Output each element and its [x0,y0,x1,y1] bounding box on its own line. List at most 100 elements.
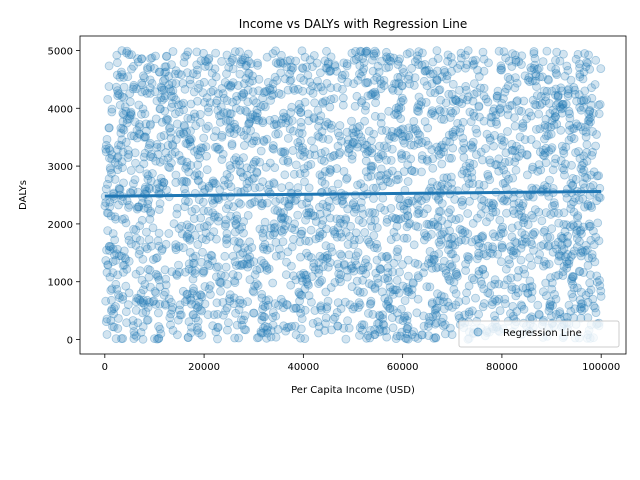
data-point [153,308,163,318]
data-point [495,104,505,113]
data-point [257,198,267,208]
data-point [562,239,572,248]
data-point [439,256,449,266]
data-point [245,199,255,209]
data-point [201,235,211,245]
data-point [148,223,158,233]
data-point [200,299,210,309]
data-point [416,196,426,206]
data-point [407,166,417,176]
data-point [474,269,484,279]
data-point [423,123,433,133]
data-point [185,247,195,257]
data-point [543,122,553,132]
data-point [180,184,189,194]
x-axis-label: Per Capita Income (USD) [291,385,415,396]
data-point [432,303,442,313]
data-point [206,250,216,260]
x-tick-label: 40000 [287,362,319,373]
data-point [113,91,123,101]
data-point [189,258,199,268]
data-point [243,210,253,220]
data-point [530,227,540,237]
data-point [585,278,595,288]
data-point [194,170,204,180]
data-point [566,252,576,261]
data-point [231,219,241,229]
data-point [235,260,244,270]
data-point [310,150,320,160]
data-point [275,57,285,66]
data-point [295,237,305,247]
data-point [154,322,164,331]
data-point [444,245,453,255]
data-point [440,320,450,330]
data-point [382,214,392,224]
data-point [584,114,594,124]
data-point [513,221,523,231]
data-point [345,231,355,241]
data-point [339,58,349,68]
data-point [561,252,570,262]
data-point [225,124,234,134]
data-point [145,152,155,162]
data-point [393,110,403,120]
data-point [109,322,119,332]
data-point [433,262,443,272]
data-point [277,183,287,193]
data-point [158,181,168,191]
data-point [329,225,338,235]
data-point [417,330,427,340]
data-point [222,96,232,105]
data-point [320,147,330,157]
data-point [503,127,512,136]
data-point [258,328,268,338]
data-point [391,213,400,223]
data-point [337,136,346,146]
data-point [384,169,393,178]
data-point [565,109,574,119]
data-point [154,183,164,193]
data-point [286,66,296,75]
data-point [269,219,279,229]
data-point [387,144,397,154]
data-point [366,325,376,335]
data-point [585,107,595,116]
data-point [102,330,112,339]
data-point [255,182,265,192]
data-point [498,140,508,150]
x-tick-label: 20000 [188,362,220,373]
data-point [396,114,406,124]
data-point [568,180,577,190]
data-point [373,273,382,283]
data-point [304,236,314,246]
data-point [219,180,229,190]
data-point [578,299,587,309]
data-point [318,86,328,96]
data-point [211,327,221,337]
data-point [143,65,153,74]
data-point [371,268,381,278]
data-point [314,132,324,142]
data-point [527,287,537,297]
data-point [327,325,336,335]
data-point [439,107,449,117]
data-point [582,57,591,67]
data-point [428,312,438,322]
data-point [505,75,515,84]
data-point [432,142,442,152]
data-point [578,74,588,84]
data-point [497,240,507,250]
data-point [409,117,419,126]
data-point [310,306,320,315]
data-point [127,64,136,74]
data-point [447,153,456,163]
data-point [152,142,162,152]
data-point [428,217,438,227]
data-point [213,262,223,272]
data-point [414,92,424,102]
data-point [131,305,141,315]
data-point [507,146,517,155]
data-point [443,50,453,60]
data-point [249,287,259,297]
